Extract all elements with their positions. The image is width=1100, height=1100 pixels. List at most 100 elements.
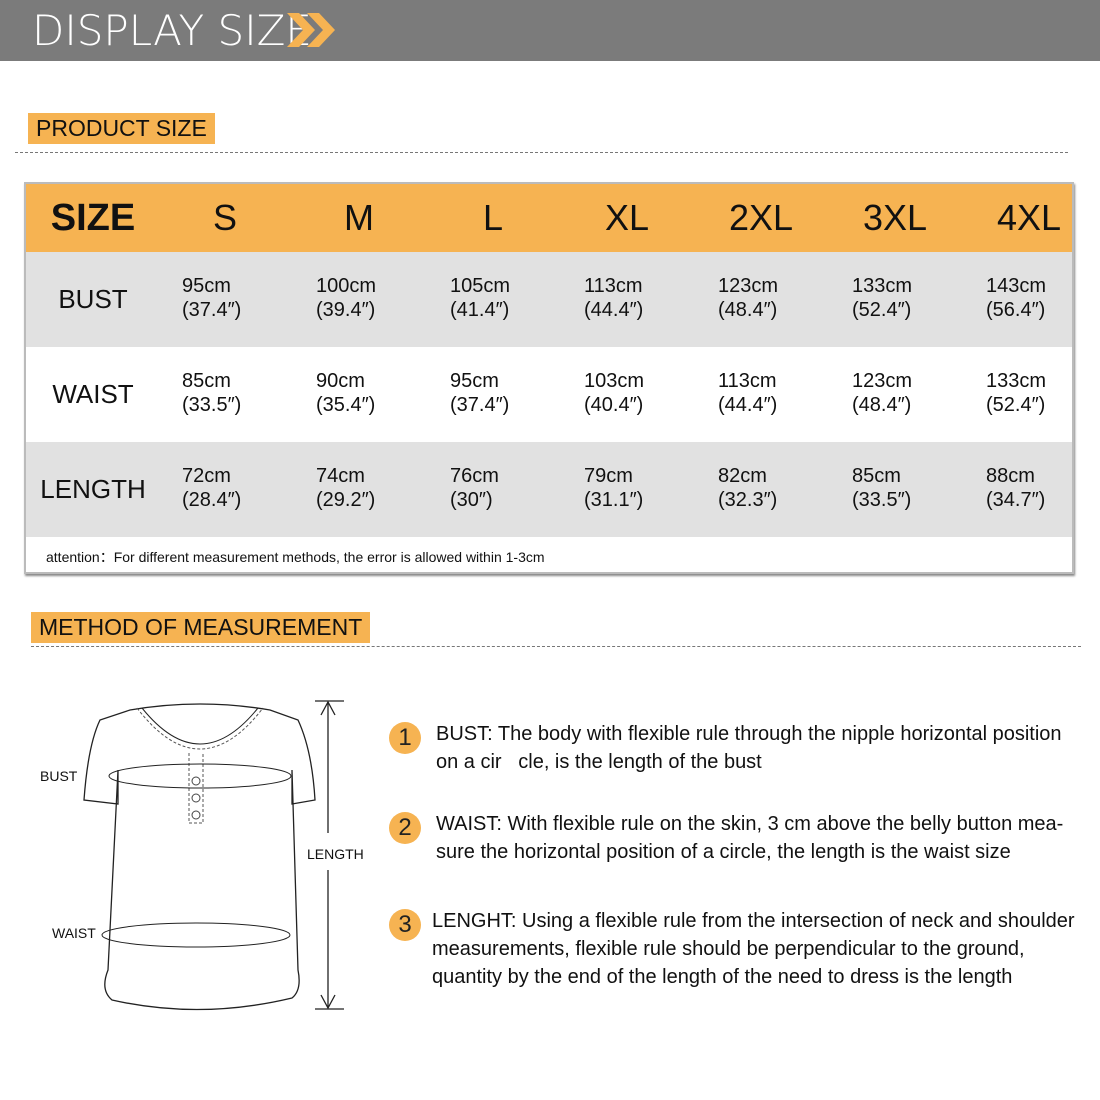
cm-value: 74cm	[316, 465, 365, 487]
inch-value: (48.4″)	[852, 394, 912, 416]
size-header-m: M	[344, 197, 374, 238]
inch-value: (33.5″)	[182, 394, 242, 416]
table-cell: 72cm (28.4″)	[182, 464, 241, 512]
inch-value: (44.4″)	[584, 299, 644, 321]
inch-value: (32.3″)	[718, 489, 778, 511]
inch-value: (44.4″)	[718, 394, 778, 416]
table-cell: 113cm (44.4″)	[718, 369, 777, 417]
inch-value: (48.4″)	[718, 299, 778, 321]
step-text: LENGHT: Using a flexible rule from the i…	[432, 907, 1075, 991]
size-header-3xl: 3XL	[862, 197, 928, 238]
inch-value: (37.4″)	[450, 394, 510, 416]
cm-value: 113cm	[718, 370, 777, 392]
table-header-row: SIZE S M L XL 2XL 3XL 4XL	[26, 184, 1072, 252]
inch-value: (40.4″)	[584, 394, 644, 416]
inch-value: (52.4″)	[852, 299, 912, 321]
cm-value: 105cm	[450, 275, 511, 297]
inch-value: (33.5″)	[852, 489, 912, 511]
cm-value: 85cm	[852, 465, 901, 487]
step-number-badge: 3	[389, 909, 421, 941]
step-line: WAIST: With flexible rule on the skin, 3…	[436, 813, 1064, 835]
cm-value: 95cm	[182, 275, 231, 297]
inch-value: (41.4″)	[450, 299, 510, 321]
inch-value: (30″)	[450, 489, 493, 511]
step-line: BUST: The body with flexible rule throug…	[436, 723, 1062, 745]
row-label: LENGTH	[40, 474, 146, 504]
shirt-diagram	[83, 700, 344, 1011]
table-cell: 90cm (35.4″)	[316, 369, 375, 417]
table-cell: 82cm (32.3″)	[718, 464, 777, 512]
inch-value: (56.4″)	[986, 299, 1046, 321]
cm-value: 133cm	[986, 370, 1047, 392]
table-cell: 123cm (48.4″)	[718, 274, 778, 322]
cm-value: 76cm	[450, 465, 499, 487]
table-cell: 143cm (56.4″)	[986, 274, 1046, 322]
cm-value: 143cm	[986, 275, 1047, 297]
size-header-s: S	[212, 197, 237, 238]
table-cell: 105cm (41.4″)	[450, 274, 510, 322]
inch-value: (29.2″)	[316, 489, 376, 511]
table-cell: 85cm (33.5″)	[852, 464, 911, 512]
step-line: sure the horizontal position of a circle…	[436, 841, 1011, 863]
table-cell: 74cm (29.2″)	[316, 464, 375, 512]
step-line: measurements, flexible rule should be pe…	[432, 938, 1025, 960]
product-size-tag: PRODUCT SIZE	[28, 113, 215, 144]
divider	[31, 646, 1081, 647]
inch-value: (39.4″)	[316, 299, 376, 321]
cm-value: 133cm	[852, 275, 913, 297]
row-label: WAIST	[52, 379, 134, 409]
cm-value: 123cm	[718, 275, 779, 297]
cm-value: 123cm	[852, 370, 913, 392]
waist-label: WAIST	[52, 925, 96, 941]
table-cell: 133cm (52.4″)	[986, 369, 1046, 417]
step-line: on a cir cle, is the length of the bust	[436, 751, 762, 773]
table-cell: 85cm (33.5″)	[182, 369, 241, 417]
size-header: SIZE	[50, 197, 136, 239]
inch-value: (28.4″)	[182, 489, 242, 511]
header-title: DISPLAY SIZE	[32, 6, 312, 55]
divider	[15, 152, 1068, 153]
length-label: LENGTH	[307, 846, 364, 862]
step-line: LENGHT: Using a flexible rule from the i…	[432, 910, 1075, 932]
size-header-2xl: 2XL	[728, 197, 794, 238]
inch-value: (52.4″)	[986, 394, 1046, 416]
inch-value: (34.7″)	[986, 489, 1046, 511]
table-row-waist: WAIST 85cm (33.5″) 90cm (35.4″) 95cm (37.4″) 10…	[26, 347, 1072, 442]
bust-label: BUST	[40, 768, 78, 784]
size-header-xl: XL	[604, 197, 650, 238]
cm-value: 82cm	[718, 465, 767, 487]
table-cell: 123cm (48.4″)	[852, 369, 912, 417]
cm-value: 113cm	[584, 275, 643, 297]
inch-value: (37.4″)	[182, 299, 242, 321]
table-row-length: LENGTH 72cm (28.4″) 74cm (29.2″) 76cm (30″) 79c…	[26, 442, 1072, 537]
step-number-badge: 1	[389, 722, 421, 754]
inch-value: (35.4″)	[316, 394, 376, 416]
table-cell: 95cm (37.4″)	[450, 369, 509, 417]
cm-value: 95cm	[450, 370, 499, 392]
table-cell: 95cm (37.4″)	[182, 274, 241, 322]
size-header-4xl: 4XL	[996, 197, 1062, 238]
inch-value: (31.1″)	[584, 489, 644, 511]
double-chevron-right-icon	[287, 13, 335, 47]
cm-value: 90cm	[316, 370, 365, 392]
step-text: WAIST: With flexible rule on the skin, 3…	[436, 810, 1063, 866]
size-table: SIZE S M L XL 2XL 3XL 4XL BUST 95cm (37.4″) 100cm(…	[24, 182, 1074, 574]
step-number-badge: 2	[389, 812, 421, 844]
cm-value: 85cm	[182, 370, 231, 392]
cm-value: 79cm	[584, 465, 633, 487]
method-tag: METHOD OF MEASUREMENT	[31, 612, 371, 643]
table-cell: 100cm (39.4″)	[316, 274, 376, 322]
header-banner: DISPLAY SIZE	[0, 0, 1100, 61]
cm-value: 100cm	[316, 275, 377, 297]
table-cell: 103cm (40.4″)	[584, 369, 644, 417]
table-cell: 79cm (31.1″)	[584, 464, 643, 512]
step-text: BUST: The body with flexible rule throug…	[436, 720, 1062, 776]
table-cell: 88cm (34.7″)	[986, 464, 1045, 512]
row-label: BUST	[58, 284, 128, 314]
table-cell: 76cm (30″)	[450, 464, 499, 512]
cm-value: 88cm	[986, 465, 1035, 487]
attention-note: attention：For different measurement meth…	[46, 549, 545, 565]
cm-value: 72cm	[182, 465, 231, 487]
cm-value: 103cm	[584, 370, 645, 392]
size-header-l: L	[482, 197, 504, 238]
